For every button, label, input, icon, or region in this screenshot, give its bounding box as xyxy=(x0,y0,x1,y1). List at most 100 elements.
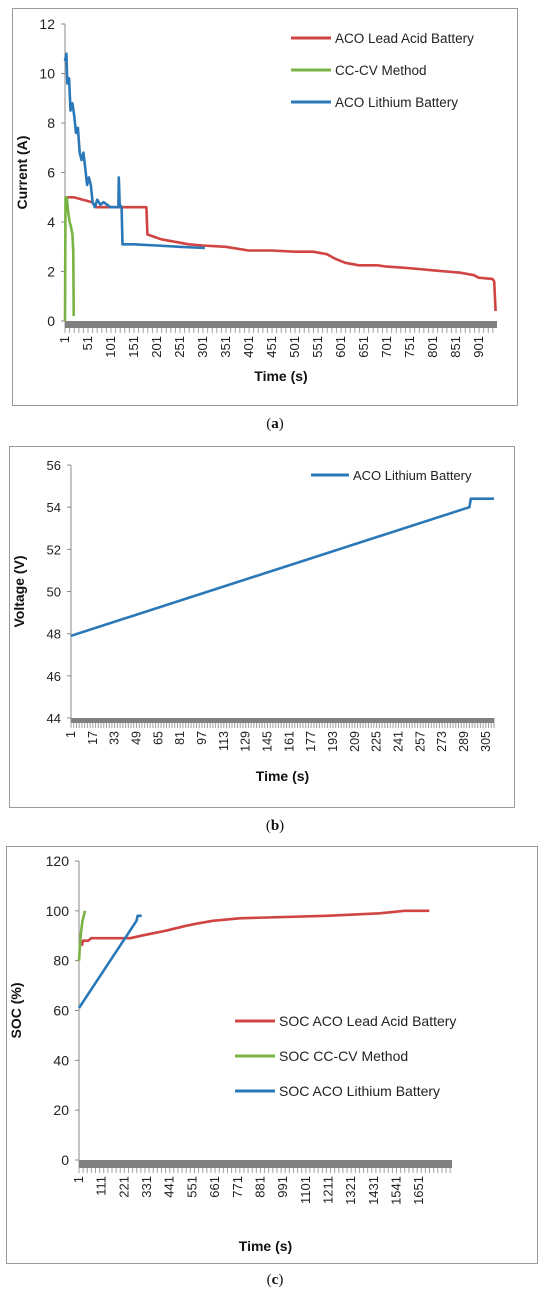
y-axis-title: SOC (%) xyxy=(8,983,24,1039)
y-tick-label: 20 xyxy=(53,1102,69,1118)
x-tick-label: 221 xyxy=(116,1176,131,1198)
caption-b: (b) xyxy=(265,818,285,834)
x-tick-label: 51 xyxy=(80,336,95,350)
y-tick-label: 120 xyxy=(46,853,70,869)
y-tick-label: 44 xyxy=(47,711,61,726)
x-tick-label: 1651 xyxy=(411,1176,426,1205)
x-tick-label: 701 xyxy=(379,336,394,358)
x-tick-label: 225 xyxy=(370,731,384,752)
x-tick-label: 201 xyxy=(149,336,164,358)
x-tick-label: 49 xyxy=(129,731,143,745)
x-tick-label: 177 xyxy=(304,731,318,752)
chart-panel-c: 0 20 40 60 80 100 120 1 111 221 331 441 551 661 771 881… xyxy=(6,846,538,1264)
x-tick-label: 251 xyxy=(172,336,187,358)
y-tick-label: 12 xyxy=(39,16,55,32)
x-axis-bar xyxy=(79,1160,452,1168)
x-tick-label: 1 xyxy=(64,731,78,738)
x-tick-label: 1101 xyxy=(298,1176,313,1204)
y-tick-label: 48 xyxy=(47,627,61,642)
y-tick-label: 52 xyxy=(47,542,61,557)
chart-panel-a: 0 2 4 6 8 10 12 1 51 101 151 201 251 301 351 401 451 501 5… xyxy=(12,8,518,406)
x-axis-title: Time (s) xyxy=(239,1238,292,1254)
x-tick-label: 881 xyxy=(252,1176,267,1198)
x-tick-label: 661 xyxy=(207,1176,222,1198)
x-tick-label: 851 xyxy=(448,336,463,358)
legend-label: SOC ACO Lithium Battery xyxy=(279,1083,440,1099)
y-tick-label: 0 xyxy=(61,1152,69,1168)
series-line-lead xyxy=(80,909,430,946)
y-tick-label: 4 xyxy=(47,214,55,230)
x-tick-label: 1211 xyxy=(320,1176,335,1204)
x-tick-label: 257 xyxy=(413,731,427,752)
x-tick-label: 601 xyxy=(333,336,348,358)
x-tick-label: 401 xyxy=(241,336,256,358)
y-axis-title: Current (A) xyxy=(14,136,30,210)
x-tick-label: 331 xyxy=(139,1176,154,1198)
x-tick-label: 801 xyxy=(425,336,440,358)
x-tick-label: 441 xyxy=(162,1176,177,1198)
series-line-lithium xyxy=(70,497,494,638)
caption-a: (a) xyxy=(266,416,284,432)
chart-panel-b: 44 46 48 50 52 54 56 1 17 33 49 65 81 97 113 129 145 161 1… xyxy=(9,446,515,808)
y-tick-label: 2 xyxy=(47,264,55,280)
x-tick-label: 17 xyxy=(86,731,100,745)
x-tick-label: 451 xyxy=(264,336,279,358)
y-tick-label: 0 xyxy=(47,313,55,329)
x-tick-label: 751 xyxy=(402,336,417,358)
x-tick-label: 1541 xyxy=(389,1176,404,1205)
legend-label: CC-CV Method xyxy=(335,63,427,78)
legend-label: SOC ACO Lead Acid Battery xyxy=(279,1013,456,1029)
chart-b-svg: 44 46 48 50 52 54 56 1 17 33 49 65 81 97 113 129 145 161 1… xyxy=(11,458,495,784)
caption-c: (c) xyxy=(266,1272,284,1288)
legend-label: ACO Lithium Battery xyxy=(353,468,472,483)
x-tick-label: 101 xyxy=(103,336,118,358)
x-tick-label: 33 xyxy=(108,731,122,745)
x-tick-label: 273 xyxy=(435,731,449,752)
legend-label: ACO Lead Acid Battery xyxy=(335,31,474,46)
x-tick-label: 771 xyxy=(230,1176,245,1198)
x-tick-label: 97 xyxy=(195,731,209,745)
y-tick-label: 100 xyxy=(46,903,70,919)
y-tick-label: 6 xyxy=(47,165,55,181)
x-tick-label: 551 xyxy=(310,336,325,358)
x-tick-label: 65 xyxy=(151,731,165,745)
x-tick-label: 1 xyxy=(57,336,72,343)
x-tick-label: 161 xyxy=(282,731,296,752)
y-tick-label: 8 xyxy=(47,115,55,131)
y-tick-label: 54 xyxy=(47,500,61,515)
y-tick-label: 10 xyxy=(39,66,55,82)
y-tick-label: 40 xyxy=(53,1052,69,1068)
series-line-lithium xyxy=(77,914,142,1009)
x-tick-label: 145 xyxy=(260,731,274,752)
y-tick-label: 56 xyxy=(47,458,61,473)
x-axis-title: Time (s) xyxy=(254,368,307,384)
x-axis-bar xyxy=(71,718,494,723)
x-tick-label: 241 xyxy=(391,731,405,752)
x-tick-label: 129 xyxy=(239,731,253,752)
x-tick-label: 551 xyxy=(184,1176,199,1198)
x-tick-label: 301 xyxy=(195,336,210,358)
legend-label: ACO Lithium Battery xyxy=(335,95,458,110)
series-line-cccv xyxy=(77,910,87,961)
series-line-cccv xyxy=(63,196,75,322)
x-tick-label: 113 xyxy=(217,731,231,751)
x-tick-label: 151 xyxy=(126,336,141,358)
series-line-lead xyxy=(65,196,497,312)
x-tick-label: 305 xyxy=(479,731,493,752)
y-tick-label: 60 xyxy=(53,1003,69,1019)
x-tick-label: 991 xyxy=(275,1176,290,1198)
x-tick-label: 193 xyxy=(326,731,340,752)
y-axis-title: Voltage (V) xyxy=(11,555,27,627)
x-tick-label: 111 xyxy=(94,1176,109,1196)
x-tick-label: 289 xyxy=(457,731,471,752)
y-tick-label: 80 xyxy=(53,953,69,969)
legend-label: SOC CC-CV Method xyxy=(279,1048,408,1064)
x-tick-label: 901 xyxy=(471,336,486,358)
x-tick-label: 501 xyxy=(287,336,302,358)
x-tick-label: 209 xyxy=(348,731,362,752)
x-axis-bar xyxy=(65,321,497,328)
x-tick-label: 1431 xyxy=(366,1176,381,1205)
y-tick-label: 50 xyxy=(47,585,61,600)
y-tick-label: 46 xyxy=(47,669,61,684)
